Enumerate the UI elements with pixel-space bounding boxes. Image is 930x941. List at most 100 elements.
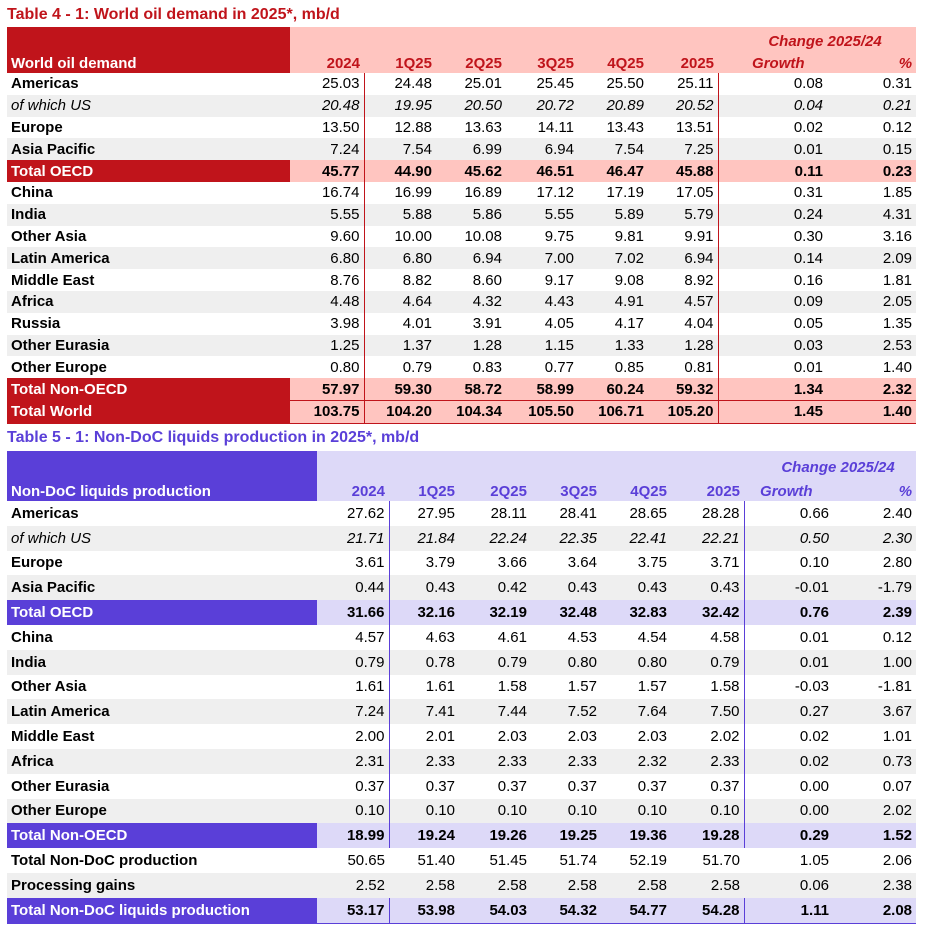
table-row: of which US 21.71 21.84 22.24 22.35 22.41 22.2…: [7, 525, 917, 551]
table-cell: 7.41: [388, 699, 459, 725]
table-cell: 5.55: [506, 203, 578, 226]
table-cell: 8.76: [330, 271, 360, 289]
table-cell: 104.20: [363, 399, 436, 424]
table-cell: 9.81: [614, 227, 644, 245]
table-cell: 22.21: [671, 525, 745, 551]
table-row: Latin America 6.80 6.80 6.94 7.00 7.02 6.94 0.1…: [7, 247, 917, 270]
table-cell: 105.20: [648, 399, 719, 424]
table-cell: 54.77: [601, 897, 671, 924]
table-cell: 20.89: [578, 94, 648, 117]
table-cell: 2.32: [827, 378, 917, 401]
table-cell: 6.94: [506, 138, 578, 161]
table-cell: 4.91: [578, 290, 648, 313]
table-cell: 8.60: [472, 271, 502, 289]
column-header: 1Q25: [389, 475, 459, 501]
table-cell: 4.43: [506, 290, 578, 313]
table-cell: 51.74: [559, 852, 597, 870]
table-cell: 0.83: [472, 358, 502, 376]
row-label: Other Asia: [11, 678, 87, 696]
table-cell: 2.03: [497, 728, 527, 746]
table-cell: 20.50: [436, 94, 506, 117]
table-cell: 0.31: [882, 75, 913, 93]
table-cell: 4.48: [290, 290, 364, 313]
table-cell: 1.61: [388, 674, 459, 700]
table-cell: 6.80: [290, 247, 364, 270]
table-cell: 0.77: [544, 358, 574, 376]
table-cell: 51.45: [489, 852, 527, 870]
table-cell: 16.74: [321, 184, 360, 202]
table-cell: 104.34: [436, 399, 506, 424]
table-cell: 7.24: [290, 138, 364, 161]
row-label: Processing gains: [7, 872, 317, 898]
table-cell: 0.43: [601, 575, 671, 601]
table-cell: 45.62: [436, 160, 506, 182]
table-row: Total Non-DoC production 50.65 51.40 51.45 5…: [7, 848, 916, 873]
row-label: Europe: [11, 118, 63, 136]
table-cell: 0.79: [317, 649, 389, 675]
table-cell: 54.28: [671, 897, 745, 924]
table-cell: 0.11: [717, 160, 828, 182]
table-cell: 17.05: [675, 184, 714, 202]
table-cell: 7.54: [363, 138, 436, 161]
table-cell: 1.15: [506, 334, 578, 357]
table-cell: 0.37: [567, 777, 597, 795]
table-cell: 3.98: [330, 315, 360, 333]
table-cell: 17.19: [606, 184, 644, 202]
row-label: Total OECD: [7, 600, 317, 625]
table-cell: 7.64: [601, 699, 671, 725]
table-cell: 12.88: [363, 116, 436, 139]
table-cell: 9.91: [684, 227, 714, 245]
table-row: Africa 4.48 4.64 4.32 4.43 4.91 4.57 0.09 2.05: [7, 290, 917, 313]
table-cell: 2.33: [531, 748, 601, 774]
table-cell: 0.30: [717, 225, 828, 248]
table-cell: 0.37: [497, 777, 527, 795]
table-cell: 1.28: [648, 334, 719, 357]
column-header: 1Q25: [364, 49, 436, 73]
column-header: %: [827, 49, 917, 73]
table-cell: 0.29: [743, 823, 834, 849]
table-cell: 10.00: [363, 225, 436, 248]
row-label: Other Eurasia: [11, 777, 110, 795]
table-cell: 6.80: [363, 247, 436, 270]
row-label: Latin America: [7, 699, 317, 725]
table-cell: 1.61: [355, 678, 385, 696]
table-cell: -0.01: [743, 575, 834, 601]
table-row: Processing gains 2.52 2.58 2.58 2.58 2.58 2.58…: [7, 872, 917, 898]
table-header-label: Non-DoC liquids production: [7, 475, 317, 501]
table-cell: 3.64: [567, 554, 597, 572]
row-label: Middle East: [11, 271, 95, 289]
table-cell: 52.19: [629, 852, 667, 870]
table-cell: 22.41: [601, 525, 671, 551]
table-row: Middle East 8.76 8.82 8.60 9.17 9.08 8.92 0.16 1…: [7, 269, 916, 291]
table-cell: 0.10: [531, 798, 601, 824]
table-cell: 1.34: [717, 378, 828, 401]
table-cell: 4.58: [710, 628, 740, 646]
table-cell: 25.50: [606, 75, 644, 93]
table-cell: 16.89: [464, 184, 502, 202]
table-cell: 0.81: [684, 358, 714, 376]
column-header: 2025: [671, 475, 745, 501]
table-row: Asia Pacific 0.44 0.43 0.42 0.43 0.43 0.43 -0.0…: [7, 575, 917, 601]
table-cell: 2.38: [833, 872, 917, 898]
table-row: Total OECD 31.66 32.16 32.19 32.48 32.83 32.42…: [7, 600, 917, 625]
table-cell: 22.35: [531, 525, 601, 551]
table-cell: -0.03: [743, 674, 834, 700]
table-cell: 0.06: [744, 872, 834, 898]
table-cell: 60.24: [578, 378, 648, 401]
table-row: India 0.79 0.78 0.79 0.80 0.80 0.79 0.01 1.00: [7, 649, 917, 675]
table-cell: 0.15: [827, 138, 917, 161]
table-cell: 4.01: [363, 312, 436, 335]
table-cell: 0.43: [388, 575, 459, 601]
table-cell: 0.37: [637, 777, 667, 795]
column-header: 2024: [317, 475, 389, 501]
table-cell: 0.01: [743, 624, 834, 650]
table-cell: 0.02: [743, 748, 834, 774]
table-cell: 1.45: [717, 399, 828, 424]
table-cell: 1.11: [743, 897, 834, 924]
row-label: Asia Pacific: [7, 575, 317, 601]
table-cell: 46.47: [578, 160, 648, 182]
table-cell: 0.01: [717, 138, 828, 161]
table-cell: 2.58: [671, 872, 745, 898]
world-oil-demand-table: Change 2025/24 World oil demand 2024 1Q2…: [7, 27, 917, 424]
column-header: Growth: [744, 475, 834, 501]
